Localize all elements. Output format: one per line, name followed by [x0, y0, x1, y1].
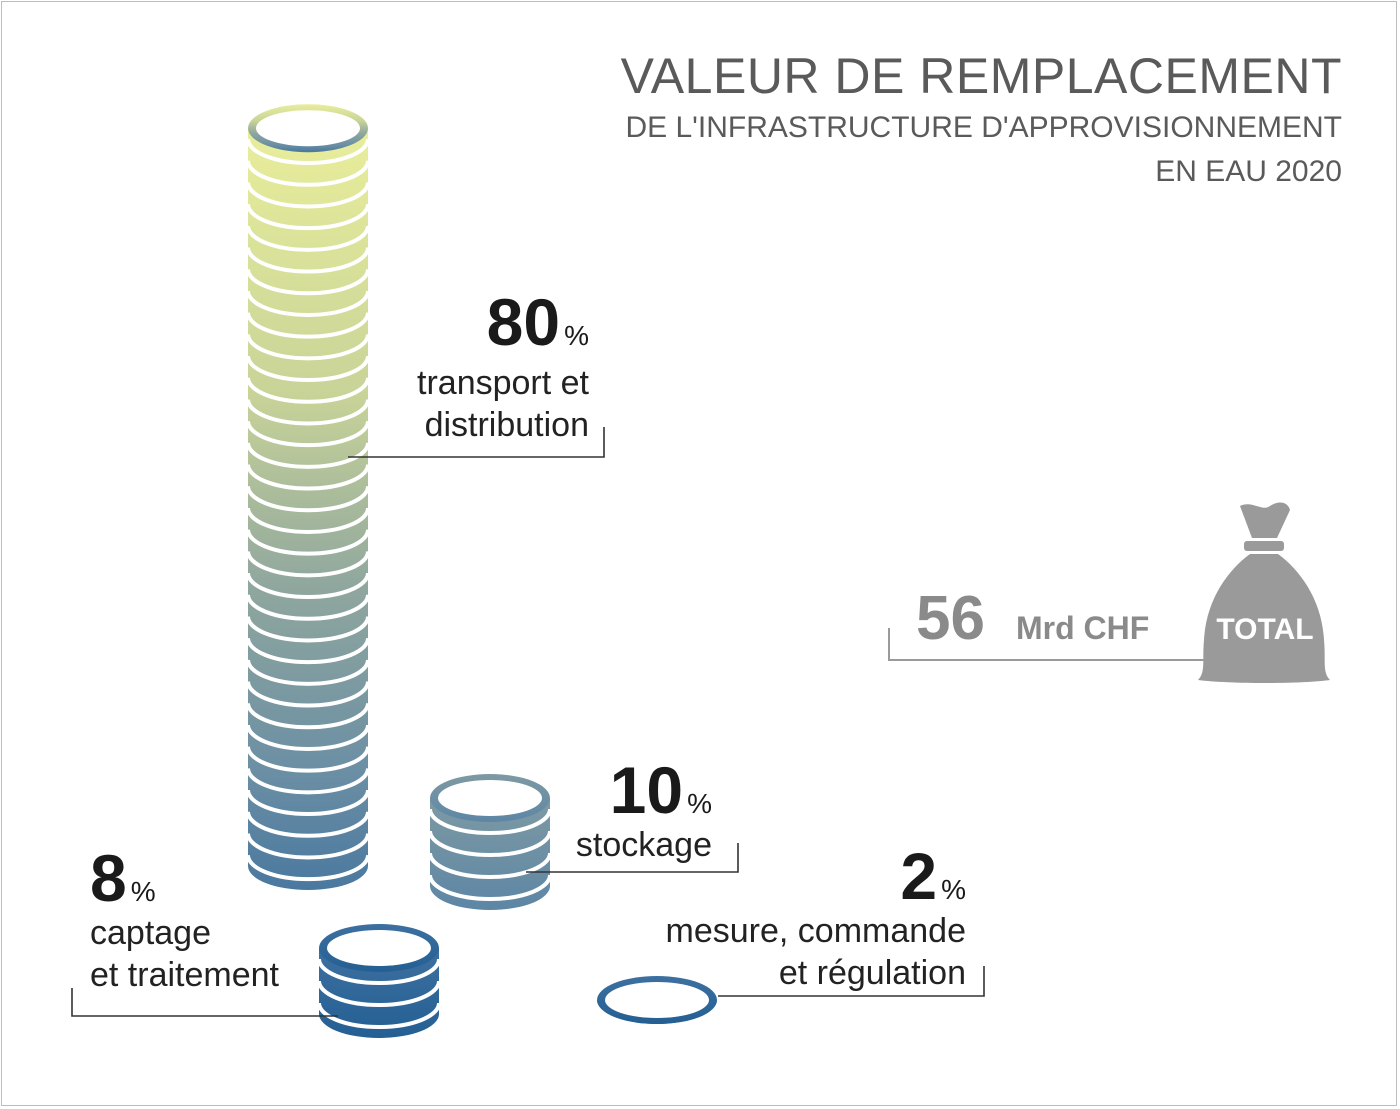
stack-transport-coin-edge: [246, 507, 370, 534]
stack-captage-top-face: [327, 930, 431, 966]
stack-transport-coin-edge: [246, 529, 370, 556]
label-mesure-line1: mesure, commande: [665, 912, 966, 950]
stack-mesure: [597, 976, 717, 1024]
label-transport-line2: distribution: [424, 406, 589, 444]
leader-mesure: [718, 966, 985, 997]
value-transport: 80: [486, 285, 561, 359]
pct-symbol: %: [941, 874, 966, 905]
leader-captage: [71, 988, 338, 1017]
label-stockage-line1: stockage: [575, 826, 712, 864]
stack-stockage-coin-edge: [428, 808, 552, 835]
stack-transport-coin-edge: [246, 486, 370, 513]
label-mesure: 2% mesure, commande et régulation: [640, 838, 966, 994]
stack-transport-coin-edge: [246, 746, 370, 773]
stack-transport-coin-edge: [246, 811, 370, 838]
stack-transport-coin-edge: [246, 334, 370, 361]
stack-transport-coin-edge: [246, 789, 370, 817]
leader-transport: [348, 427, 605, 458]
stack-transport-coin-edge: [246, 290, 370, 317]
label-mesure-line2: et régulation: [778, 954, 966, 992]
stack-captage-body: [319, 948, 439, 1038]
pct-symbol: %: [687, 788, 712, 819]
stack-stockage-coin-edge: [428, 874, 552, 901]
total-unit: Mrd CHF: [1016, 610, 1150, 646]
stack-transport-coin-edge: [246, 355, 370, 383]
stack-transport-coin-edge: [246, 399, 370, 426]
value-captage: 8: [90, 841, 127, 915]
stack-captage-coin-edge: [317, 958, 441, 985]
stack-transport-coin-edge: [246, 312, 370, 339]
pct-symbol: %: [130, 876, 156, 907]
stack-transport-coin-edge: [246, 854, 370, 882]
label-captage-line1: captage: [90, 914, 211, 952]
stack-transport-coin-edge: [246, 724, 370, 751]
title-line-2: DE L'INFRASTRUCTURE D'APPROVISIONNEMENT: [625, 111, 1342, 144]
stack-transport: [246, 104, 370, 890]
leader-stockage: [526, 843, 739, 873]
stack-transport-coin-edge: [246, 637, 370, 665]
stack-captage: [317, 924, 441, 1038]
stack-transport-coin-edge: [246, 833, 370, 860]
stack-mesure-top-face: [605, 982, 709, 1018]
stack-transport-coin-edge: [246, 616, 370, 643]
stack-captage-coin-edge: [317, 1002, 441, 1029]
stack-transport-coin-edge: [246, 138, 370, 166]
stack-transport-coin-edge: [246, 594, 370, 621]
label-captage: 8% captage et traitement: [90, 840, 330, 996]
stack-transport-coin-edge: [246, 160, 370, 187]
chart-title: VALEUR DE REMPLACEMENT DE L'INFRASTRUCTU…: [621, 48, 1342, 192]
stack-transport-coin-edge: [246, 269, 370, 296]
label-transport: 80% transport et distribution: [405, 284, 589, 446]
value-mesure: 2: [900, 839, 938, 913]
stack-transport-coin-edge: [246, 572, 370, 600]
stack-transport-coin-edge: [246, 768, 370, 795]
stack-stockage: [428, 774, 552, 910]
title-line-3: EN EAU 2020: [1155, 155, 1342, 188]
stack-transport-coin-edge: [246, 203, 370, 231]
label-stockage: 10% stockage: [560, 752, 712, 866]
stack-transport-coin-edge: [246, 247, 370, 274]
stack-transport-coin-edge: [246, 182, 370, 209]
stack-transport-coin-edge: [246, 551, 370, 578]
stack-transport-coin-edge: [246, 377, 370, 404]
stack-transport-coin-edge: [246, 420, 370, 448]
money-bag-icon: TOTAL: [1198, 502, 1330, 683]
title-line-1: VALEUR DE REMPLACEMENT: [620, 48, 1342, 104]
stack-transport-coin-edge: [246, 225, 370, 252]
stack-transport-top-face: [256, 110, 360, 147]
stack-transport-coin-edge: [246, 659, 370, 686]
bag-label: TOTAL: [1216, 613, 1313, 646]
stack-stockage-coin-edge: [428, 852, 552, 879]
stack-stockage-coin-edge: [428, 830, 552, 857]
stack-transport-coin-edge: [246, 681, 370, 708]
label-transport-line1: transport et: [417, 364, 589, 402]
total-value: 56: [916, 584, 985, 653]
stack-transport-coin-edge: [246, 464, 370, 491]
label-captage-line2: et traitement: [90, 956, 279, 994]
pct-symbol: %: [564, 320, 589, 351]
value-stockage: 10: [609, 753, 684, 827]
stack-captage-coin-edge: [317, 980, 441, 1007]
stack-transport-coin-edge: [246, 703, 370, 730]
stack-transport-coin-edge: [246, 442, 370, 469]
stack-stockage-top-face: [438, 780, 542, 816]
